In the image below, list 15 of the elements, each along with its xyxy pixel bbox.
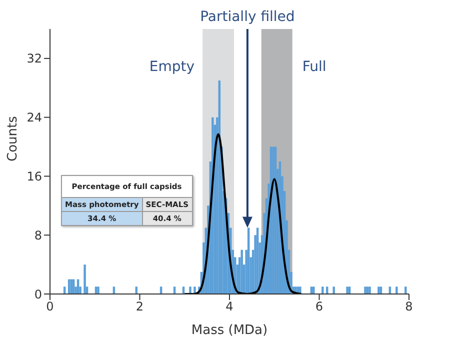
x-tick-label: 6 xyxy=(315,300,324,314)
x-tick-label: 0 xyxy=(46,300,54,314)
x-tick-label: 8 xyxy=(405,300,413,314)
band-label: Full xyxy=(302,59,326,75)
y-axis-title: Counts xyxy=(6,116,21,162)
band-label: Empty xyxy=(149,59,195,75)
y-tick-label: 16 xyxy=(26,169,42,184)
y-tick-label: 0 xyxy=(34,287,42,302)
y-tick-label: 8 xyxy=(34,228,42,242)
y-tick-label: 32 xyxy=(26,52,42,66)
x-tick-label: 4 xyxy=(226,300,234,314)
y-tick-label: 24 xyxy=(26,110,42,125)
x-tick-label: 2 xyxy=(136,300,144,314)
x-axis-title: Mass (MDa) xyxy=(191,323,268,338)
annotation: Partially filled xyxy=(200,9,295,25)
